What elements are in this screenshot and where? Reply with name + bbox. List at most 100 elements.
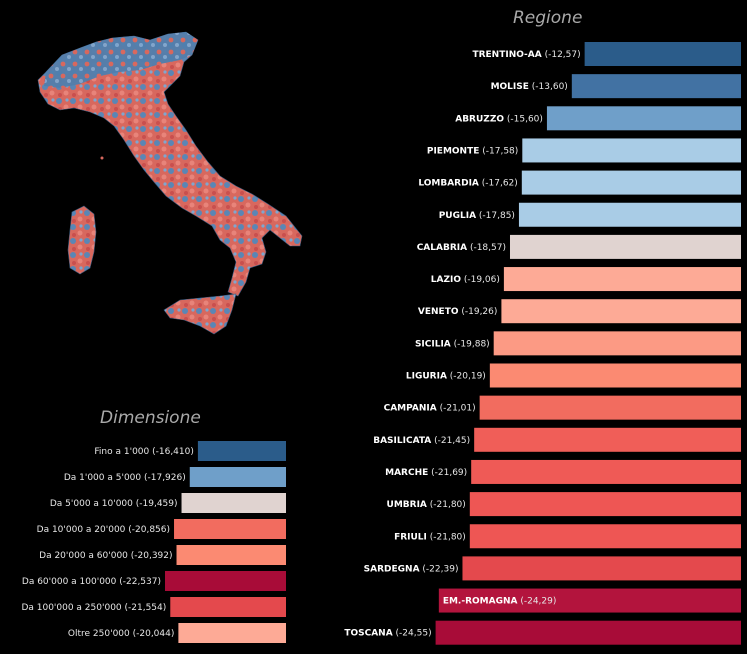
regione-bar-sicilia: [493, 331, 741, 356]
regione-category-sardegna: SARDEGNA: [364, 564, 420, 574]
dimensione-label-da-10-000-a-20-000: Da 10'000 a 20'000 (-20,856): [37, 525, 170, 535]
regione-category-sicilia: SICILIA: [415, 339, 451, 349]
regione-label-trentino-aa: TRENTINO-AA (-12,57): [472, 50, 580, 60]
dimensione-bar-da-60-000-a-100-000: [165, 571, 286, 591]
regione-category-calabria: CALABRIA: [417, 243, 467, 253]
regione-bar-toscana: [435, 620, 741, 645]
dimensione-label-da-5-000-a-10-000: Da 5'000 a 10'000 (-19,459): [50, 499, 178, 509]
regione-bar-veneto: [501, 299, 741, 324]
dimensione-bar-da-1-000-a-5-000: [189, 467, 286, 487]
regione-bar-basilicata: [474, 427, 741, 452]
regione-value-calabria: (-18,57): [467, 243, 506, 253]
regione-value-puglia: (-17,85): [476, 211, 515, 221]
regione-category-trentino-aa: TRENTINO-AA: [472, 50, 541, 60]
regione-label-toscana: TOSCANA (-24,55): [344, 629, 431, 639]
dimensione-label-da-20-000-a-60-000: Da 20'000 a 60'000 (-20,392): [39, 551, 172, 561]
regione-label-molise: MOLISE (-13,60): [491, 82, 568, 92]
regione-bar-puglia: [518, 202, 741, 227]
regione-value-lazio: (-19,06): [461, 275, 500, 285]
regione-value-trentino-aa: (-12,57): [542, 50, 581, 60]
alps-region: [44, 32, 198, 88]
regione-value-em-romagna: (-24,29): [517, 597, 556, 607]
regione-value-molise: (-13,60): [529, 82, 568, 92]
sicily: [163, 293, 237, 335]
regione-value-liguria: (-20,19): [447, 372, 486, 382]
regione-value-umbria: (-21,80): [427, 500, 466, 510]
regione-bar-trentino-aa: [584, 42, 741, 66]
regione-label-em-romagna: EM.-ROMAGNA (-24,29): [443, 597, 557, 607]
dimensione-bar-oltre-250-000: [178, 623, 286, 643]
regione-value-sardegna: (-22,39): [420, 564, 459, 574]
regione-bar-friuli: [469, 524, 741, 549]
regione-bar-chart: TRENTINO-AA (-12,57) MOLISE (-13,60) ABRUZ…: [344, 42, 741, 645]
regione-value-lombardia: (-17,62): [479, 179, 518, 189]
dimensione-label-da-60-000-a-100-000: Da 60'000 a 100'000 (-22,537): [22, 577, 161, 587]
regione-category-em-romagna: EM.-ROMAGNA: [443, 597, 518, 607]
regione-category-campania: CAMPANIA: [384, 404, 437, 414]
regione-value-marche: (-21,69): [428, 468, 467, 478]
regione-value-toscana: (-24,55): [393, 629, 432, 639]
regione-bar-campania: [479, 395, 741, 420]
regione-label-lazio: LAZIO (-19,06): [431, 275, 500, 285]
dimensione-label-da-1-000-a-5-000: Da 1'000 a 5'000 (-17,926): [64, 473, 186, 483]
regione-label-liguria: LIGURIA (-20,19): [406, 372, 486, 382]
regione-label-lombardia: LOMBARDIA (-17,62): [418, 179, 517, 189]
regione-value-campania: (-21,01): [437, 404, 476, 414]
regione-bar-em-romagna: [438, 588, 741, 613]
regione-category-lazio: LAZIO: [431, 275, 462, 285]
regione-label-calabria: CALABRIA (-18,57): [417, 243, 506, 253]
regione-bar-lazio: [503, 267, 741, 292]
dimensione-bar-chart: Fino a 1'000 (-16,410) Da 1'000 a 5'000 (…: [21, 441, 286, 643]
regione-bar-calabria: [509, 234, 741, 259]
regione-category-puglia: PUGLIA: [439, 211, 476, 221]
regione-bar-abruzzo: [546, 106, 741, 131]
regione-category-veneto: VENETO: [418, 307, 459, 317]
dimensione-label-fino-a-1-000: Fino a 1'000 (-16,410): [94, 447, 193, 457]
regione-label-abruzzo: ABRUZZO (-15,60): [455, 114, 543, 124]
dimensione-chart-title: Dimensione: [100, 408, 201, 428]
regione-category-liguria: LIGURIA: [406, 372, 447, 382]
regione-bar-liguria: [489, 363, 741, 388]
sardinia: [67, 205, 97, 275]
regione-category-piemonte: PIEMONTE: [427, 146, 480, 156]
regione-value-basilicata: (-21,45): [431, 436, 470, 446]
regione-value-sicilia: (-19,88): [451, 339, 490, 349]
regione-value-piemonte: (-17,58): [479, 146, 518, 156]
dimensione-bar-da-100-000-a-250-000: [170, 597, 286, 617]
regione-label-puglia: PUGLIA (-17,85): [439, 211, 515, 221]
regione-label-piemonte: PIEMONTE (-17,58): [427, 146, 518, 156]
regione-category-molise: MOLISE: [491, 82, 529, 92]
regione-label-sicilia: SICILIA (-19,88): [415, 339, 490, 349]
regione-bar-marche: [471, 459, 741, 484]
regione-category-umbria: UMBRIA: [387, 500, 427, 510]
regione-category-basilicata: BASILICATA: [373, 436, 431, 446]
regione-label-umbria: UMBRIA (-21,80): [387, 500, 466, 510]
regione-category-toscana: TOSCANA: [344, 629, 392, 639]
dimensione-bar-da-20-000-a-60-000: [176, 545, 286, 565]
regione-bar-umbria: [469, 492, 741, 517]
regione-category-friuli: FRIULI: [394, 532, 427, 542]
regione-label-marche: MARCHE (-21,69): [385, 468, 467, 478]
italy-map: [37, 31, 303, 335]
regione-bar-piemonte: [522, 138, 741, 163]
regione-value-friuli: (-21,80): [427, 532, 466, 542]
dimensione-bar-da-10-000-a-20-000: [174, 519, 286, 539]
regione-bar-molise: [571, 74, 741, 99]
elba-island: [100, 156, 104, 160]
regione-label-sardegna: SARDEGNA (-22,39): [364, 564, 459, 574]
dimensione-bar-fino-a-1-000: [197, 441, 286, 461]
dimensione-label-da-100-000-a-250-000: Da 100'000 a 250'000 (-21,554): [21, 603, 166, 613]
regione-label-friuli: FRIULI (-21,80): [394, 532, 466, 542]
regione-bar-sardegna: [462, 556, 741, 581]
regione-label-basilicata: BASILICATA (-21,45): [373, 436, 470, 446]
regione-chart-title: Regione: [513, 8, 583, 28]
regione-label-veneto: VENETO (-19,26): [418, 307, 498, 317]
regione-value-veneto: (-19,26): [459, 307, 498, 317]
regione-category-lombardia: LOMBARDIA: [418, 179, 479, 189]
regione-value-abruzzo: (-15,60): [504, 114, 543, 124]
dimensione-bar-da-5-000-a-10-000: [181, 493, 286, 513]
regione-bar-lombardia: [521, 170, 741, 195]
regione-category-abruzzo: ABRUZZO: [455, 114, 504, 124]
regione-label-campania: CAMPANIA (-21,01): [384, 404, 476, 414]
